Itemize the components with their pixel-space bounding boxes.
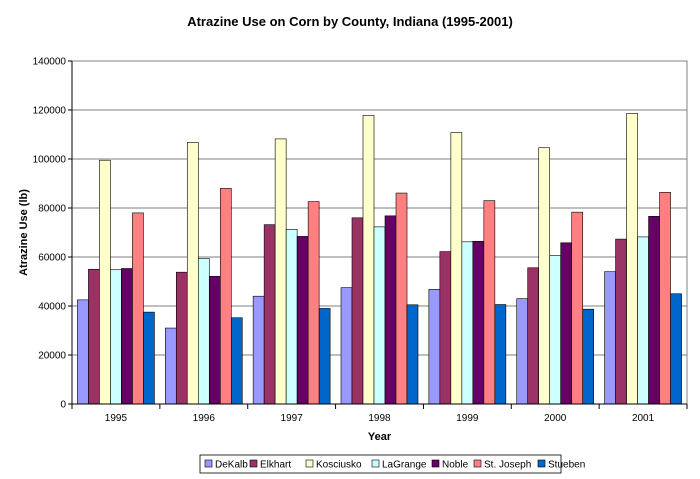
- bar: [274, 138, 287, 405]
- bar: [175, 271, 188, 405]
- bar: [527, 267, 540, 405]
- bar: [549, 255, 562, 405]
- bar: [659, 192, 671, 405]
- legend: DeKalb Elkhart Kosciusko LaGrange Noble St. J…: [199, 454, 585, 474]
- bar: [296, 236, 309, 405]
- x-tick-label: 1998: [368, 413, 391, 424]
- legend-swatch: [305, 459, 314, 468]
- x-tick-label: 2001: [632, 413, 655, 424]
- legend-label: Kosciusko: [316, 460, 362, 471]
- bar: [648, 216, 660, 405]
- legend-swatch: [537, 459, 546, 468]
- bar: [494, 304, 507, 405]
- bar: [143, 311, 155, 405]
- legend-label: Stueben: [548, 460, 585, 471]
- bar: [582, 308, 595, 405]
- x-tick-label: 1995: [105, 413, 128, 424]
- x-tick-label: 2000: [544, 413, 567, 424]
- legend-swatch: [371, 459, 380, 468]
- legend-label: LaGrange: [382, 460, 427, 471]
- axes: [68, 60, 688, 409]
- y-tick-label: 20000: [38, 351, 66, 362]
- bar: [483, 200, 496, 405]
- bar: [670, 293, 682, 405]
- bar: [571, 211, 584, 405]
- bar: [406, 304, 419, 405]
- bar: [461, 241, 474, 405]
- bar: [252, 295, 265, 405]
- bar: [428, 289, 441, 405]
- y-tick-label: 120000: [33, 106, 67, 117]
- bar: [99, 159, 111, 405]
- y-tick-label: 0: [60, 400, 66, 411]
- bar: [450, 132, 463, 405]
- bar: [362, 115, 375, 405]
- bars: [77, 113, 682, 405]
- bar: [263, 224, 276, 405]
- legend-box: [199, 454, 562, 474]
- x-tick-label: 1999: [456, 413, 479, 424]
- bar: [77, 299, 89, 405]
- legend-label: Noble: [442, 460, 469, 471]
- bar: [395, 192, 408, 405]
- bar: [604, 271, 616, 405]
- bar: [538, 147, 551, 405]
- bar: [307, 201, 320, 405]
- bar: [186, 142, 199, 405]
- y-tick-label: 40000: [38, 302, 66, 313]
- y-tick-label: 80000: [38, 204, 66, 215]
- bar: [626, 113, 638, 405]
- bar: [230, 317, 243, 405]
- bar: [615, 238, 627, 405]
- bar: [88, 268, 100, 405]
- bar: [132, 212, 144, 405]
- bar: [219, 188, 232, 405]
- bar: [439, 251, 452, 405]
- bar: [285, 229, 298, 405]
- bar: [384, 215, 397, 405]
- chart-title: Atrazine Use on Corn by County, Indiana …: [187, 14, 513, 29]
- bar: [208, 276, 221, 405]
- legend-swatch: [204, 459, 213, 468]
- bar: [560, 242, 573, 405]
- legend-label: St. Joseph: [484, 460, 531, 471]
- bar: [516, 298, 529, 405]
- y-tick-label: 60000: [38, 253, 66, 264]
- legend-swatch: [431, 459, 440, 468]
- bar: [121, 268, 133, 405]
- legend-swatch: [473, 459, 482, 468]
- x-tick-label: 1997: [281, 413, 304, 424]
- y-axis-title: Atrazine Use (lb): [18, 189, 30, 276]
- bar: [164, 327, 177, 405]
- x-tick-labels: 1995 1996 1997 1998 1999 2000 2001: [105, 413, 655, 424]
- bar: [373, 226, 386, 405]
- bar: [351, 217, 364, 405]
- legend-label: Elkhart: [260, 460, 291, 471]
- bar: [340, 287, 353, 405]
- x-axis-title: Year: [368, 431, 392, 443]
- x-tick-label: 1996: [193, 413, 216, 424]
- y-tick-label: 140000: [33, 57, 67, 68]
- bar: [110, 269, 122, 405]
- bar: [637, 236, 649, 405]
- y-tick-labels: 0 20000 40000 60000 80000 100000 120000 140000: [33, 57, 67, 411]
- y-tick-label: 100000: [33, 155, 67, 166]
- legend-swatch: [249, 459, 258, 468]
- bar: [318, 308, 331, 405]
- legend-label: DeKalb: [215, 460, 248, 471]
- bar: [197, 258, 210, 405]
- bar: [472, 241, 485, 405]
